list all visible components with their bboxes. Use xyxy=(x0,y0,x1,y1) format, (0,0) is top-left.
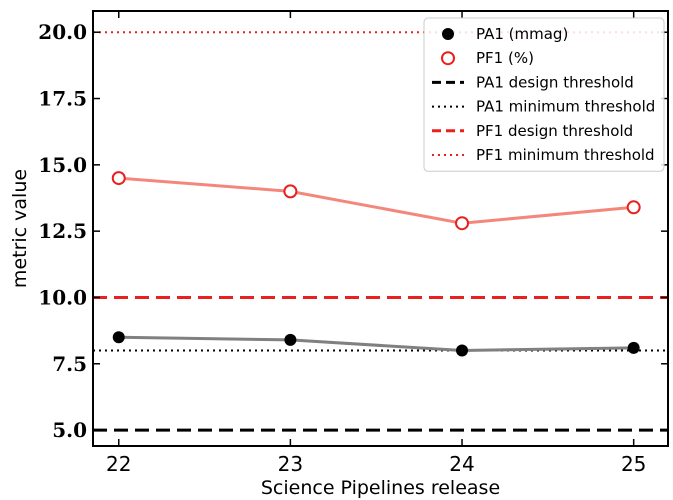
legend-label-2: PA1 design threshold xyxy=(476,73,634,91)
axis-ticks: 22 23 24 25 5.0 7.5 10.0 12.5 15.0 17.5 20.0 xyxy=(38,11,668,476)
legend-marker-1 xyxy=(441,51,455,66)
y-axis-label: metric value xyxy=(9,169,31,288)
plot-frame xyxy=(92,10,669,447)
legend: PA1 (mmag) PF1 (%) PA1 design threshold PA1… xyxy=(423,17,665,172)
series-1-point-1 xyxy=(283,184,298,199)
y-tick-label-5: 17.5 xyxy=(38,87,87,111)
series-1-point-2 xyxy=(455,216,470,231)
y-tick-label-0: 5.0 xyxy=(52,418,87,442)
legend-label-1: PF1 (%) xyxy=(476,49,534,67)
series-1-point-3 xyxy=(626,200,641,215)
x-axis-label: Science Pipelines release xyxy=(261,477,500,499)
legend-marker-0 xyxy=(442,28,454,40)
x-tick-label-0: 22 xyxy=(106,452,131,476)
y-tick-label-6: 20.0 xyxy=(38,20,87,44)
x-tick-label-2: 24 xyxy=(449,452,474,476)
legend-label-4: PF1 design threshold xyxy=(476,122,633,140)
series-0-point-1 xyxy=(284,333,297,346)
series-0-point-3 xyxy=(627,341,640,354)
series-1-point-0 xyxy=(111,171,126,186)
x-tick-label-1: 23 xyxy=(278,452,303,476)
legend-label-0: PA1 (mmag) xyxy=(476,25,568,43)
series-layer xyxy=(111,171,641,357)
series-0-point-2 xyxy=(456,344,469,357)
legend-box xyxy=(423,17,665,172)
legend-label-3: PA1 minimum threshold xyxy=(476,98,655,116)
series-0-point-0 xyxy=(112,331,125,344)
y-tick-label-3: 12.5 xyxy=(38,219,87,243)
series-line-0 xyxy=(118,335,634,353)
y-tick-label-4: 15.0 xyxy=(38,153,87,177)
y-tick-label-1: 7.5 xyxy=(52,352,87,376)
series-line-1 xyxy=(118,176,634,225)
y-tick-label-2: 10.0 xyxy=(38,285,87,309)
threshold-lines xyxy=(93,31,668,432)
x-tick-label-3: 25 xyxy=(621,452,646,476)
legend-label-5: PF1 minimum threshold xyxy=(476,146,655,164)
